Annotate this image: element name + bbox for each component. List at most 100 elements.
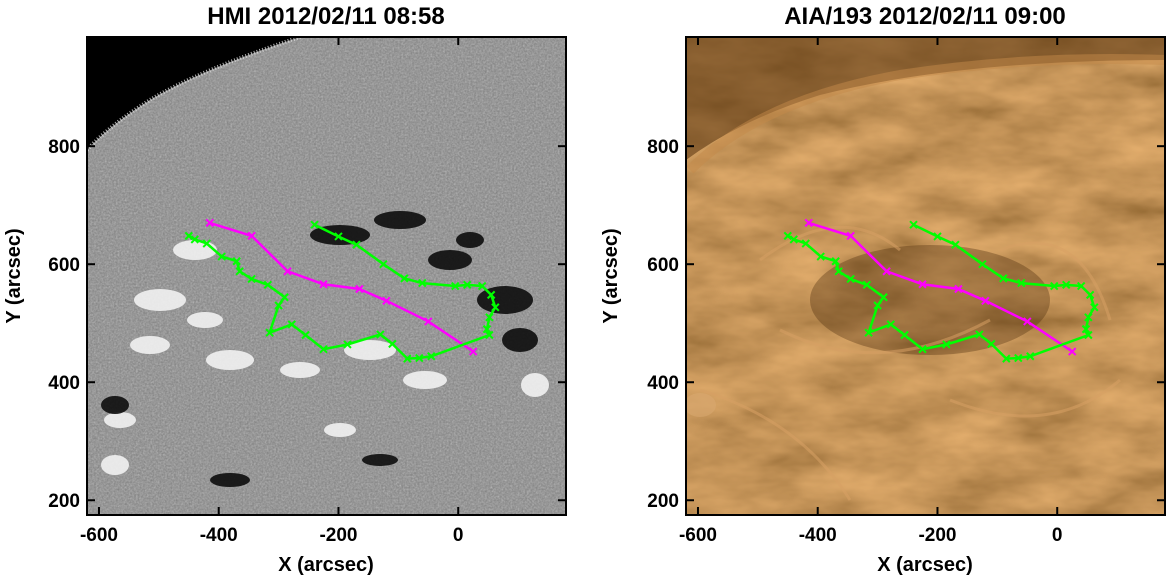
hmi-overlay-green-marker <box>274 301 283 310</box>
hmi-y-tick-label: 600 <box>48 255 80 276</box>
hmi-overlay-green-marker <box>190 235 199 244</box>
hmi-overlay-green-marker <box>482 324 492 334</box>
aia-overlay-magenta-marker <box>882 267 891 276</box>
hmi-overlay-green-marker <box>427 352 436 361</box>
aia-overlay-green-marker <box>1002 354 1011 363</box>
aia-overlay-green-marker <box>1090 303 1099 312</box>
hmi-x-tick-label: -600 <box>80 525 118 546</box>
aia-overlay-green-marker <box>975 330 984 339</box>
hmi-overlay-green-line <box>188 223 497 360</box>
hmi-positive-polarity-patches <box>101 240 549 475</box>
aia-overlay-magenta-line <box>808 221 1073 353</box>
aia-overlay-magenta-marker <box>846 231 855 241</box>
aia-plot-frame <box>685 36 1166 516</box>
aia-overlay-green-marker <box>999 274 1008 283</box>
aia-x-axis-label: X (arcsec) <box>877 554 973 576</box>
hmi-plot-frame <box>86 36 567 516</box>
hmi-overlay-green-marker <box>184 231 193 241</box>
hmi-overlay-green-marker <box>310 220 319 229</box>
aia-overlay-green-marker <box>886 320 895 329</box>
hmi-y-ticks: 200 400 600 800 <box>48 137 566 512</box>
hmi-overlay-green-marker <box>376 330 385 339</box>
hmi-overlay-green-marker <box>400 274 409 283</box>
aia-overlay-green-marker <box>816 252 825 261</box>
hmi-overlay-green-marker <box>486 290 496 300</box>
hmi-panel: HMI 2012/02/11 08:58 <box>3 3 567 576</box>
aia-overlay-green-marker <box>1084 313 1093 322</box>
aia-overlay-green-marker <box>846 274 855 284</box>
aia-overlay-green-marker <box>909 220 918 229</box>
hmi-overlay-green-marker <box>485 313 494 322</box>
hmi-overlay-green-marker <box>202 239 211 248</box>
aia-overlay-green-marker <box>1014 353 1023 363</box>
aia-overlay-magenta-marker <box>981 296 990 305</box>
aia-panel-title: AIA/193 2012/02/11 09:00 <box>784 3 1066 30</box>
hmi-overlay-green-marker <box>280 293 289 302</box>
aia-overlay-green-marker <box>1017 278 1026 288</box>
hmi-overlay-magenta-marker <box>283 267 292 276</box>
aia-overlay-green-marker <box>873 301 882 310</box>
aia-overlay-green-marker <box>1062 280 1071 290</box>
aia-y-tick-label: 800 <box>647 137 679 158</box>
hmi-overlay-green-marker <box>319 344 328 354</box>
hmi-magnetogram-image <box>87 37 566 515</box>
aia-overlay-green-marker <box>1050 281 1059 291</box>
aia-overlay-magenta-marker <box>918 280 927 289</box>
hmi-overlay-green-marker <box>263 280 273 290</box>
hmi-overlay-magenta-marker <box>382 296 391 305</box>
aia-overlay-green-marker <box>1026 352 1035 361</box>
hmi-overlay-green-marker <box>287 320 296 329</box>
aia-overlay-green-marker <box>987 339 996 349</box>
aia-overlay-green-marker <box>1081 324 1091 334</box>
aia-overlay-green-marker <box>879 293 888 302</box>
hmi-overlay-green-marker <box>301 330 310 340</box>
aia-x-tick-label: -400 <box>799 525 837 546</box>
aia-panel: AIA/193 2012/02/11 09:00 -60 <box>600 3 1166 576</box>
aia-overlay-green-marker <box>789 235 798 244</box>
hmi-magenta-path <box>205 218 478 356</box>
aia-y-tick-label: 200 <box>647 491 679 512</box>
hmi-x-tick-label: -400 <box>200 525 238 546</box>
hmi-overlay-green-marker <box>403 354 412 363</box>
hmi-y-tick-label: 200 <box>48 491 80 512</box>
aia-y-ticks: 200 400 600 800 <box>647 137 1165 512</box>
hmi-overlay <box>184 218 500 363</box>
aia-overlay-green-marker <box>834 267 843 276</box>
hmi-x-tick-label: 0 <box>453 525 464 546</box>
hmi-overlay-green-marker <box>334 232 343 241</box>
hmi-overlay-green-marker <box>232 257 241 266</box>
hmi-overlay-magenta-marker <box>424 317 433 326</box>
aia-overlay-green-marker <box>862 280 872 290</box>
aia-overlay-magenta-marker <box>1067 347 1077 356</box>
hmi-overlay-green-marker <box>451 281 460 291</box>
aia-overlay-magenta-marker <box>954 284 963 294</box>
hmi-overlay-green-marker <box>388 339 397 349</box>
hmi-overlay-green-marker <box>491 303 500 312</box>
hmi-overlay-magenta-marker <box>247 231 256 241</box>
hmi-y-tick-label: 400 <box>48 373 80 394</box>
hmi-overlay-green-marker <box>379 259 388 269</box>
hmi-y-tick-label: 800 <box>48 137 80 158</box>
aia-overlay-green-marker <box>918 344 927 354</box>
hmi-x-tick-label: -200 <box>319 525 357 546</box>
aia-overlay-magenta-marker <box>804 218 813 228</box>
hmi-overlay-green-marker <box>217 252 226 261</box>
aia-x-tick-label: 0 <box>1052 525 1063 546</box>
aia-193-image <box>686 37 1165 515</box>
aia-overlay-green-marker <box>951 240 960 249</box>
aia-y-tick-label: 400 <box>647 373 679 394</box>
hmi-overlay-magenta-marker <box>319 280 328 289</box>
hmi-overlay-green-marker <box>418 278 427 288</box>
aia-overlay-green-marker <box>864 328 873 337</box>
hmi-x-ticks: -600 -400 -200 0 <box>80 37 464 546</box>
aia-overlay-green-marker <box>942 340 951 349</box>
aia-overlay-green-marker <box>978 259 987 269</box>
aia-overlay-green-marker <box>1085 290 1095 300</box>
hmi-overlay-green-marker <box>235 267 244 276</box>
hmi-overlay-magenta-line <box>209 221 474 353</box>
hmi-overlay-green-marker <box>247 274 256 284</box>
hmi-green-path <box>184 220 500 363</box>
aia-overlay <box>783 218 1099 363</box>
hmi-y-axis-label: Y (arcsec) <box>3 228 25 323</box>
